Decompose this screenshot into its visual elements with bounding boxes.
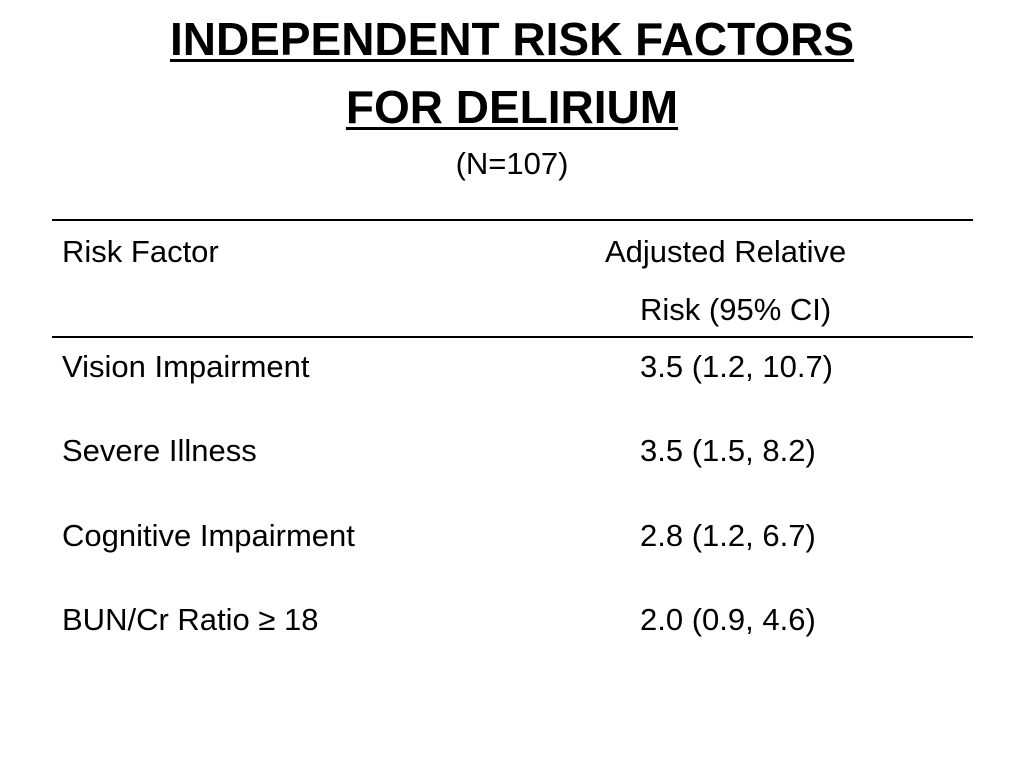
header-adjusted-relative: Adjusted Relative (605, 234, 847, 269)
row-factor: Severe Illness (62, 433, 257, 468)
slide-subtitle: (N=107) (455, 146, 569, 181)
slide-title-line-1: INDEPENDENT RISK FACTORS (169, 13, 855, 65)
row-factor: BUN/Cr Ratio ≥ 18 (62, 602, 319, 637)
row-value: 3.5 (1.5, 8.2) (640, 433, 816, 468)
row-value: 3.5 (1.2, 10.7) (640, 349, 834, 384)
slide-title-line-2: FOR DELIRIUM (345, 81, 679, 133)
row-value: 2.8 (1.2, 6.7) (640, 518, 816, 553)
row-factor: Cognitive Impairment (62, 518, 355, 553)
table-header-rule (52, 336, 973, 338)
row-factor: Vision Impairment (62, 349, 310, 384)
header-risk-factor: Risk Factor (62, 234, 219, 269)
table-top-rule (52, 219, 973, 221)
header-risk-ci: Risk (95% CI) (640, 292, 832, 327)
row-value: 2.0 (0.9, 4.6) (640, 602, 816, 637)
